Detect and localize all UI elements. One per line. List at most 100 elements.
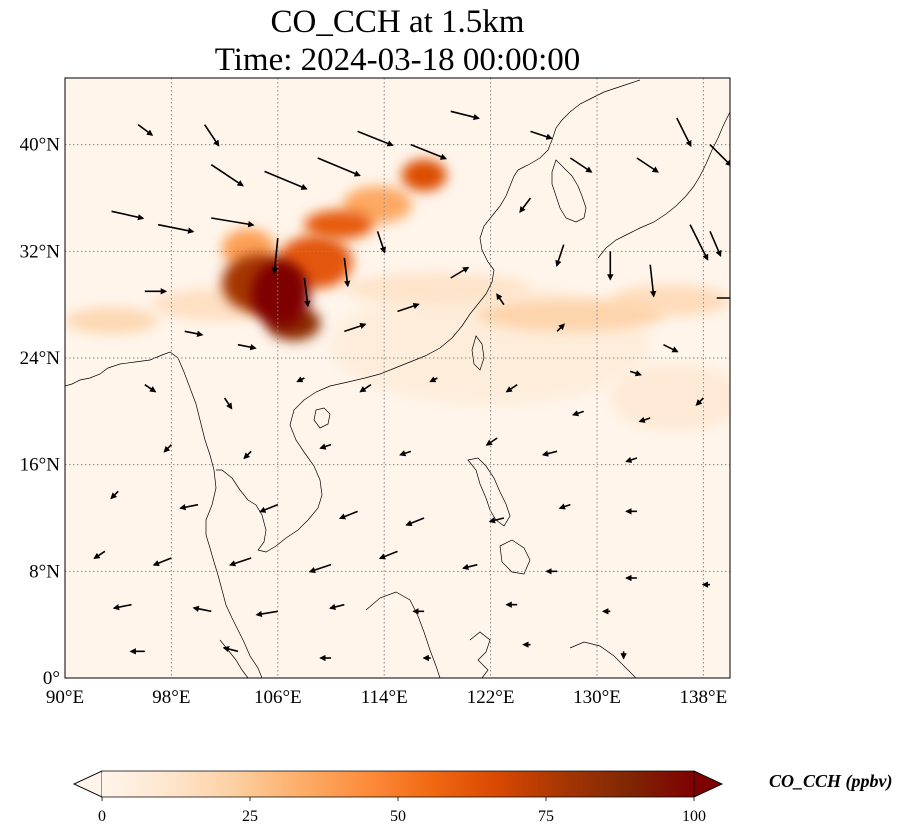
wind-arrow — [676, 117, 692, 148]
wind-arrow — [93, 550, 106, 560]
wind-arrow — [429, 376, 438, 383]
longitude-tick-labels: 90°E 98°E 106°E 114°E 122°E 130°E 138°E — [46, 687, 727, 708]
wind-arrow — [450, 110, 480, 121]
wind-arrow — [629, 370, 642, 377]
wind-arrow — [303, 277, 311, 308]
wind-arrow — [163, 444, 172, 453]
colorbar-tick-label: 75 — [538, 808, 554, 825]
colorbar-tick-label: 25 — [242, 808, 258, 825]
coastline-korea — [551, 159, 587, 223]
wind-arrow — [505, 384, 518, 393]
co-plume — [65, 307, 159, 334]
wind-arrow — [317, 157, 361, 177]
latitude-tick-labels: 0° 8°N 16°N 24°N 32°N 40°N — [20, 135, 61, 689]
colorbar-extend-low — [73, 770, 103, 798]
wind-arrow — [555, 244, 565, 267]
lat-tick-label: 0° — [43, 668, 60, 689]
coastline-asia-mainland — [65, 351, 263, 678]
coastline-hainan — [313, 407, 331, 429]
wind-arrow — [222, 645, 239, 653]
coastline-luzon — [467, 457, 511, 527]
wind-arrow — [152, 557, 172, 567]
colorbar: 0 25 50 75 100 — [73, 770, 723, 825]
wind-arrow — [397, 302, 420, 313]
coastline-japan — [597, 111, 730, 259]
wind-arrow — [689, 224, 709, 261]
wind-arrow — [541, 450, 558, 457]
wind-arrow — [399, 450, 412, 457]
colorbar-tick-label: 100 — [682, 808, 706, 825]
coastlines — [65, 79, 730, 678]
wind-arrow — [558, 503, 571, 510]
wind-arrow — [663, 343, 679, 353]
wind-arrow — [203, 124, 220, 147]
coastline-korea-japan-sea — [517, 79, 641, 171]
colorbar-ticks: 0 25 50 75 100 — [98, 797, 706, 825]
lon-tick-label: 114°E — [361, 687, 408, 708]
wind-arrow — [450, 266, 470, 279]
wind-arrow — [144, 384, 157, 393]
wind-arrow — [359, 384, 372, 393]
wind-arrow — [296, 376, 305, 383]
wind-arrow — [638, 416, 651, 423]
lat-tick-label: 32°N — [20, 241, 61, 262]
wind-arrow — [376, 231, 386, 254]
wind-arrow — [695, 397, 704, 406]
colorbar-label: CO_CCH (ppbv) — [769, 771, 893, 791]
wind-arrow — [110, 490, 119, 500]
wind-arrow — [237, 343, 257, 351]
co-plume — [477, 299, 664, 332]
colorbar-extend-high — [693, 770, 723, 798]
wind-arrow — [259, 503, 279, 513]
wind-vector-field — [93, 110, 730, 662]
coastline-indochina — [216, 169, 519, 553]
wind-arrow — [184, 330, 204, 337]
co-plume — [304, 210, 374, 240]
lat-tick-label: 8°N — [29, 561, 60, 582]
wind-arrow — [709, 144, 730, 167]
wind-arrow — [157, 223, 195, 234]
chart-title-time: Time: 2024-03-18 00:00:00 — [214, 42, 581, 78]
wind-arrow — [343, 257, 351, 288]
wind-arrow — [571, 410, 584, 417]
wind-arrow — [112, 603, 132, 611]
wind-arrow — [111, 210, 145, 221]
coastline-mindanao — [499, 539, 531, 575]
wind-arrow — [357, 130, 394, 147]
wind-arrow — [338, 510, 358, 520]
wind-arrow — [488, 517, 505, 524]
wind-arrow — [329, 603, 345, 611]
co-plume — [610, 364, 730, 432]
map-axes: 90°E 98°E 106°E 114°E 122°E 130°E 138°E 0° 8°N 1… — [20, 77, 731, 708]
map-frame — [64, 77, 731, 679]
wind-arrow — [264, 170, 308, 190]
lat-tick-label: 16°N — [20, 455, 61, 476]
lat-tick-label: 24°N — [20, 348, 61, 369]
wind-arrow — [709, 231, 722, 258]
co-plume — [401, 159, 447, 192]
coastline-taiwan — [471, 335, 485, 371]
co-plume — [344, 272, 531, 305]
wind-arrow — [530, 130, 553, 140]
wind-arrow — [485, 437, 498, 446]
wind-arrow — [210, 164, 244, 187]
wind-arrow — [344, 322, 367, 333]
wind-arrow — [569, 157, 593, 173]
wind-arrow — [496, 293, 505, 306]
wind-arrow — [649, 264, 657, 298]
lon-tick-label: 98°E — [152, 687, 190, 708]
chart-title-variable: CO_CCH at 1.5km — [270, 4, 525, 40]
wind-arrow — [255, 610, 278, 618]
wind-arrow — [223, 397, 233, 410]
wind-arrow — [410, 143, 447, 160]
lon-tick-label: 106°E — [254, 687, 302, 708]
wind-arrow — [378, 550, 398, 560]
wind-arrow — [308, 563, 332, 574]
wind-arrow — [211, 217, 255, 228]
coastline-borneo — [365, 591, 441, 678]
wind-arrow — [243, 450, 252, 460]
wind-arrow — [228, 557, 252, 567]
lon-tick-label: 122°E — [467, 687, 515, 708]
wind-arrow — [625, 456, 638, 463]
